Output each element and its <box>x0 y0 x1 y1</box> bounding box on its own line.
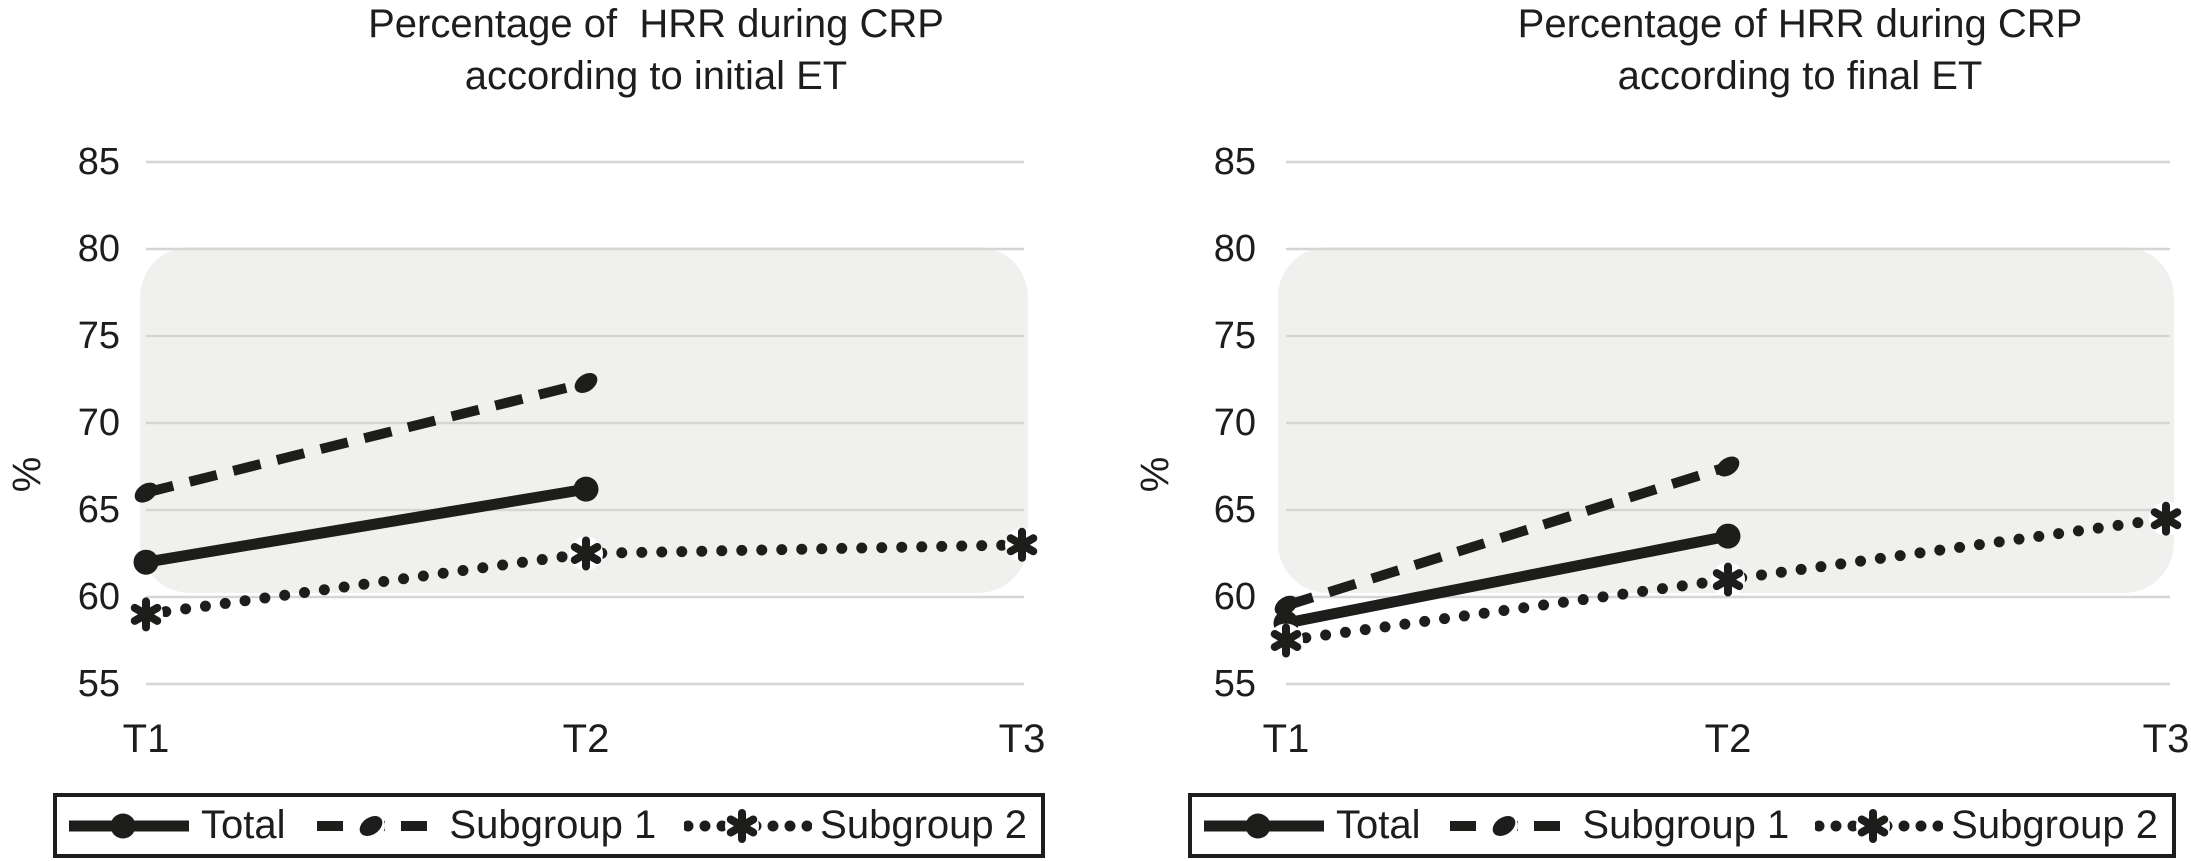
oval-marker <box>1274 595 1298 616</box>
star-marker <box>1270 630 1302 651</box>
oval-marker <box>574 372 598 393</box>
y-tick-label: 75 <box>78 315 120 357</box>
chart-title: Percentage of HRR during CRP according t… <box>1517 2 2083 98</box>
legend-sample-dashed <box>1450 811 1571 840</box>
star-marker <box>1857 815 1889 836</box>
legend-item-subgroup-2: Subgroup 2 <box>1815 803 2158 848</box>
y-tick-label: 55 <box>1214 663 1256 705</box>
legend-sample-dashed <box>317 811 438 840</box>
chart-panel-final-et: Percentage of HRR during CRP according t… <box>1096 0 2191 861</box>
legend-item-subgroup-2: Subgroup 2 <box>684 803 1027 848</box>
chart-panel-initial-et: Percentage of HRR during CRP according t… <box>0 0 1095 861</box>
x-tick-label: T3 <box>999 717 1046 761</box>
oval-marker <box>360 815 383 836</box>
legend-sample-dotted <box>1815 808 1944 843</box>
star-marker <box>726 815 758 836</box>
y-tick-label: 85 <box>78 141 120 183</box>
y-tick-label: 60 <box>1214 576 1256 618</box>
y-tick-label: 60 <box>78 576 120 618</box>
circle-marker <box>1715 523 1741 549</box>
y-tick-label: 75 <box>1214 315 1256 357</box>
y-tick-label: 85 <box>1214 141 1256 183</box>
circle-marker <box>133 549 159 575</box>
oval-marker <box>1716 456 1740 477</box>
legend: Total Subgroup 1 Subgroup 2 <box>53 793 1045 858</box>
star-marker <box>1006 534 1038 556</box>
star-marker <box>1712 569 1744 591</box>
circle-marker <box>110 813 136 838</box>
legend-label: Total <box>1336 803 1421 847</box>
legend-item-subgroup-1: Subgroup 1 <box>313 803 656 848</box>
series-line-dashed <box>144 378 588 498</box>
x-tick-label: T2 <box>1705 717 1752 761</box>
y-tick-label: 55 <box>78 663 120 705</box>
series-line-dotted <box>1280 513 2172 646</box>
x-tick-label: T1 <box>123 717 170 761</box>
legend: Total Subgroup 1 Subgroup 2 <box>1188 793 2176 858</box>
chart-title: Percentage of HRR during CRP according t… <box>368 2 944 98</box>
legend-item-total: Total <box>1200 803 1421 848</box>
x-tick-label: T1 <box>1263 717 1310 761</box>
circle-marker <box>1245 813 1271 838</box>
legend-item-subgroup-1: Subgroup 1 <box>1446 803 1789 848</box>
legend-sample-dotted <box>684 808 813 843</box>
x-tick-label: T2 <box>563 717 610 761</box>
series-line-solid <box>145 483 587 568</box>
legend-label: Subgroup 1 <box>449 803 657 847</box>
y-tick-label: 65 <box>1214 489 1256 531</box>
circle-marker <box>573 476 599 502</box>
legend-item-total: Total <box>65 803 286 848</box>
legend-label: Subgroup 1 <box>1582 803 1790 847</box>
legend-sample-solid <box>69 813 189 838</box>
oval-marker <box>134 482 158 503</box>
oval-marker <box>1493 815 1516 836</box>
y-tick-label: 65 <box>78 489 120 531</box>
legend-label: Subgroup 2 <box>1951 803 2158 847</box>
legend-label: Total <box>201 803 286 847</box>
plot-band <box>140 247 1028 593</box>
series-line-dashed <box>1284 461 1730 611</box>
star-marker <box>130 603 162 625</box>
legend-sample-solid <box>1204 813 1324 838</box>
plot-band <box>1278 247 2174 593</box>
y-tick-label: 80 <box>78 228 120 270</box>
y-tick-label: 80 <box>1214 228 1256 270</box>
x-tick-label: T3 <box>2143 717 2190 761</box>
star-marker <box>570 543 602 564</box>
y-tick-label: 70 <box>78 402 120 444</box>
legend-label: Subgroup 2 <box>820 803 1027 847</box>
y-tick-label: 70 <box>1214 402 1256 444</box>
series-line-solid <box>1284 530 1730 629</box>
star-marker <box>2150 508 2182 530</box>
